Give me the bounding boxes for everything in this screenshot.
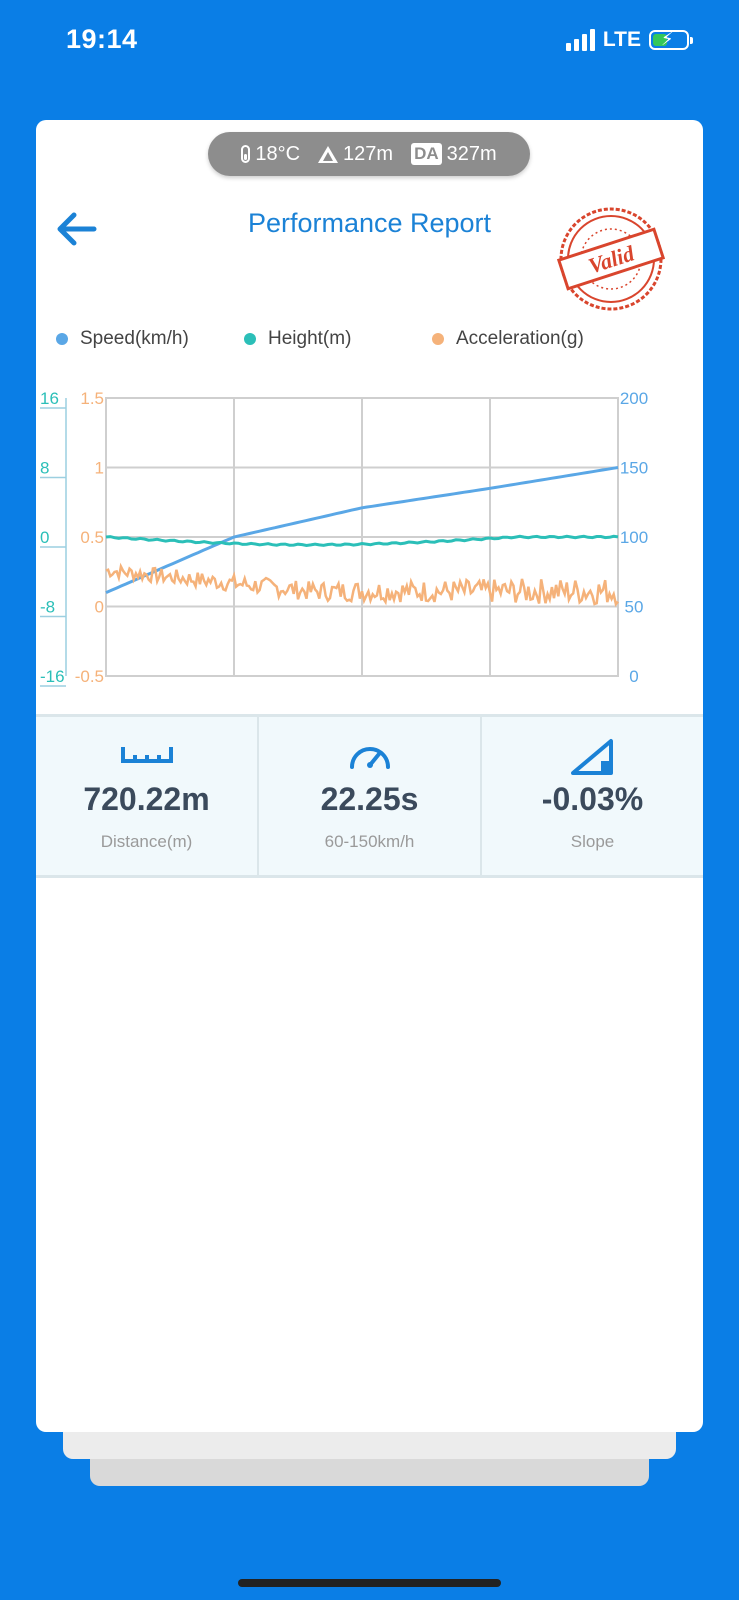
report-card: 18°C 127m DA 327m Performance Report Val… [36,120,703,1432]
page-title: Performance Report [247,208,492,238]
distance-label: Distance(m) [100,832,193,851]
stats-panel: 720.22m Distance(m) 22.25s 60-150km/h [36,714,703,878]
speed-series-line [105,466,619,594]
left-outer-tick-label: 0 [40,528,49,547]
acceleration-series-line [105,562,619,608]
right-tick-label: 0 [629,667,638,686]
left-outer-tick-label: 8 [40,459,49,478]
signal-icon [565,29,595,51]
slope-icon [570,739,613,775]
legend-item-acceleration: Acceleration(g) [432,328,584,350]
battery-icon: ⚡ [649,29,693,50]
performance-chart: 16 8 0 -8 -16 1.5 1 0.5 0 -0.5 200 150 100 50 0 [40,389,648,687]
time-value: 22.25s [320,781,419,817]
valid-stamp-icon: Valid [556,207,666,311]
slope-label: Slope [570,832,615,851]
legend-item-speed: Speed(km/h) [56,328,189,350]
altitude-value: 127m [343,142,394,165]
thermometer-icon [241,145,251,163]
right-tick-label: 150 [620,459,648,478]
distance-value: 720.22m [83,781,210,817]
back-arrow-icon[interactable] [52,204,102,254]
density-altitude-item: DA 327m [411,143,497,166]
legend-label-height: Height(m) [268,328,352,349]
temperature-item: 18°C [241,143,300,166]
slope-value: -0.03% [541,781,644,817]
network-type: LTE [602,28,641,51]
right-tick-label: 50 [625,598,644,617]
left-outer-tick-label: -8 [40,598,55,617]
left-inner-tick-label: 0.5 [80,528,104,547]
height-series-line [105,534,619,548]
legend-label-acceleration: Acceleration(g) [456,328,584,349]
stat-distance: 720.22m Distance(m) [36,717,257,875]
left-inner-tick-label: 1 [95,459,104,478]
altitude-item: 127m [318,143,393,166]
stat-slope: -0.03% Slope [480,717,703,875]
home-indicator[interactable] [238,1579,501,1587]
environment-pill: 18°C 127m DA 327m [208,132,530,176]
right-tick-label: 100 [620,528,648,547]
da-icon: DA [411,143,442,165]
legend-dot [432,333,444,345]
left-outer-tick-label: 16 [40,389,59,408]
legend-item-height: Height(m) [244,328,351,350]
left-inner-tick-label: 1.5 [80,389,104,408]
ruler-icon [120,747,173,763]
chart-legend: Speed(km/h) Height(m) Acceleration(g) [56,328,696,358]
status-indicators: LTE ⚡ [565,28,693,52]
stat-time: 22.25s 60-150km/h [257,717,480,875]
legend-dot [56,333,68,345]
density-altitude-value: 327m [446,142,497,165]
right-tick-label: 200 [620,389,648,408]
time-label: 60-150km/h [324,832,415,851]
legend-dot [244,333,256,345]
left-inner-tick-label: -0.5 [75,667,104,686]
temperature-value: 18°C [255,142,301,165]
left-inner-tick-label: 0 [95,598,104,617]
status-bar: 19:14 LTE ⚡ [0,0,739,80]
left-outer-tick-label: -16 [40,667,65,686]
speedometer-icon [349,747,390,769]
legend-label-speed: Speed(km/h) [80,328,189,349]
status-time: 19:14 [66,24,138,54]
mountain-icon [318,145,339,163]
